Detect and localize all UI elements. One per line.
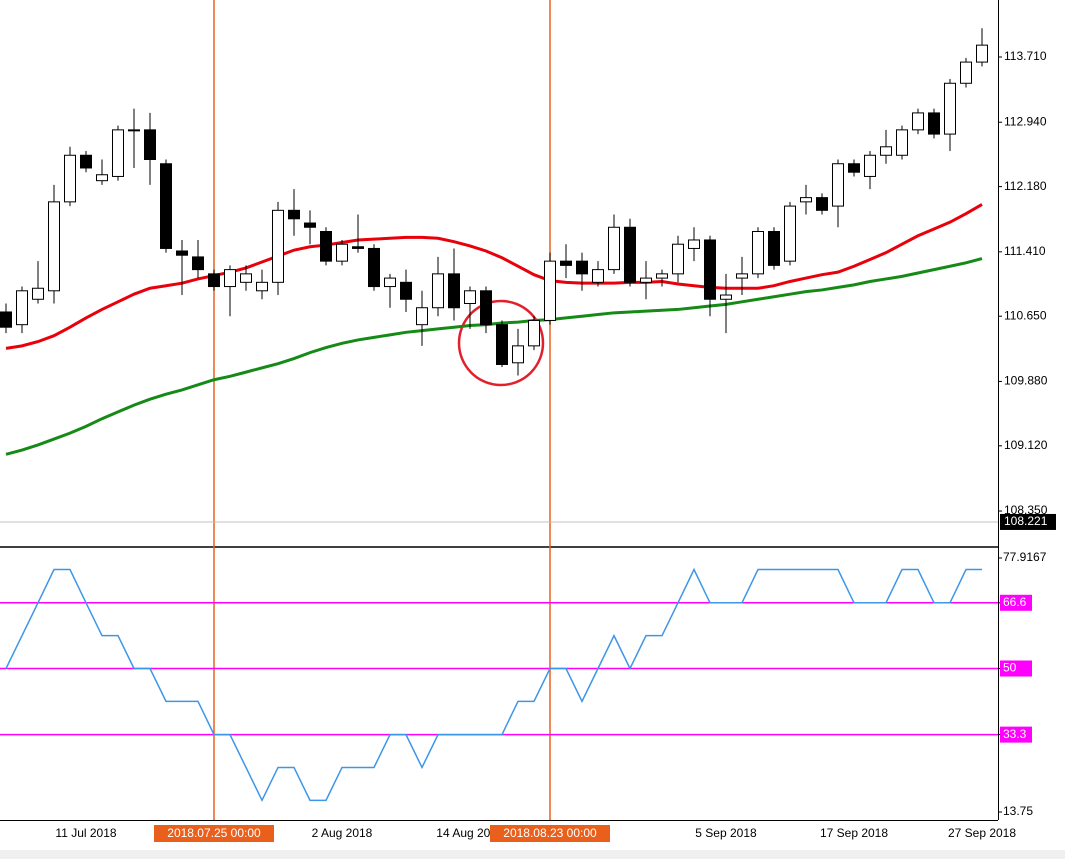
y-tick-label: 111.410 [1004,244,1046,258]
candle-body [544,260,556,321]
candle-body [880,146,892,156]
candle-body [528,319,540,347]
x-tick-label: 5 Sep 2018 [695,826,757,840]
indicator-line [5,567,982,803]
y-tick-label: 77.9167 [1003,550,1047,564]
candle-body [160,163,172,249]
y-tick-label: 112.180 [1004,179,1047,193]
candle-body [656,273,668,279]
candle-body [224,269,236,288]
candle-body [576,260,588,275]
candle-body [128,129,140,132]
level-label-box [1000,660,1032,677]
x-tick-label: 11 Jul 2018 [55,826,116,840]
candle-body [688,239,700,249]
moving-average [5,203,983,350]
candle-body [624,226,636,283]
candle-body [192,256,204,271]
candle-body [736,273,748,279]
candle-body [816,197,828,211]
candle-body [352,246,364,249]
last-price-box [1000,513,1056,530]
candle-body [336,243,348,262]
y-tick-label: 112.940 [1004,114,1047,128]
candle-body [432,273,444,309]
candle-body [976,44,988,63]
moving-average [5,257,983,456]
x-tick-label: 17 Sep 2018 [820,826,888,840]
candle-body [304,222,316,228]
annotation-circle [457,299,545,387]
candle-body [272,209,284,283]
candle-body [912,112,924,131]
candle-body [16,290,28,326]
candle-body [784,205,796,262]
candle-body [384,277,396,288]
candle-body [960,61,972,84]
candle-body [592,269,604,283]
candle-body [368,247,380,288]
y-tick-label: 109.120 [1004,438,1048,452]
candle-body [752,231,764,275]
candle-body [96,174,108,182]
candle-body [80,154,92,169]
candle-body [864,154,876,177]
y-tick-label: 110.650 [1004,308,1047,322]
candle-body [944,82,956,135]
candle-body [768,231,780,266]
candle-body [32,287,44,300]
candle-body [704,239,716,300]
candle-body [640,277,652,283]
level-label-box [1000,594,1032,611]
y-tick-label: 13.75 [1003,804,1033,818]
y-tick-label: 50 [1003,661,1017,675]
candle-body [448,273,460,309]
candle-body [672,243,684,275]
candle-body [608,226,620,271]
y-tick-label: 33.3 [1003,727,1027,741]
candle-body [208,273,220,288]
candle-body [720,294,732,300]
y-tick-label: 108.350 [1004,503,1048,517]
y-tick-label: 109.880 [1004,374,1048,388]
candle-body [896,129,908,156]
candle-body [400,281,412,300]
candle-body [64,154,76,203]
candle-body [800,197,812,203]
candle-body [832,163,844,207]
level-label-box [1000,726,1032,743]
candle-body [288,209,300,220]
candle-body [512,345,524,364]
vertical-line-label-box [154,825,274,842]
candle-body [480,290,492,326]
candle-body [320,231,332,262]
candle-body [256,281,268,292]
vertical-line-label-box [490,825,610,842]
last-price-label: 108.221 [1004,514,1048,528]
candle-body [144,129,156,161]
candle-body [848,163,860,173]
x-tick-label: 2 Aug 2018 [312,826,373,840]
x-tick-label: 14 Aug 2018 [436,826,504,840]
y-tick-label: 66.6 [1003,595,1027,609]
status-bar [0,850,1065,859]
vertical-line-label: 2018.08.23 00:00 [503,826,597,840]
candle-body [560,260,572,266]
candle-body [48,201,60,292]
x-tick-label: 27 Sep 2018 [948,826,1016,840]
candle-body [928,112,940,135]
candle-body [240,273,252,283]
candle-body [496,324,508,365]
candle-body [416,307,428,326]
candle-body [112,129,124,177]
y-tick-label: 113.710 [1004,49,1047,63]
candle-body [0,311,12,328]
candle-body [176,250,188,256]
candle-body [464,290,476,305]
vertical-line-label: 2018.07.25 00:00 [167,826,261,840]
